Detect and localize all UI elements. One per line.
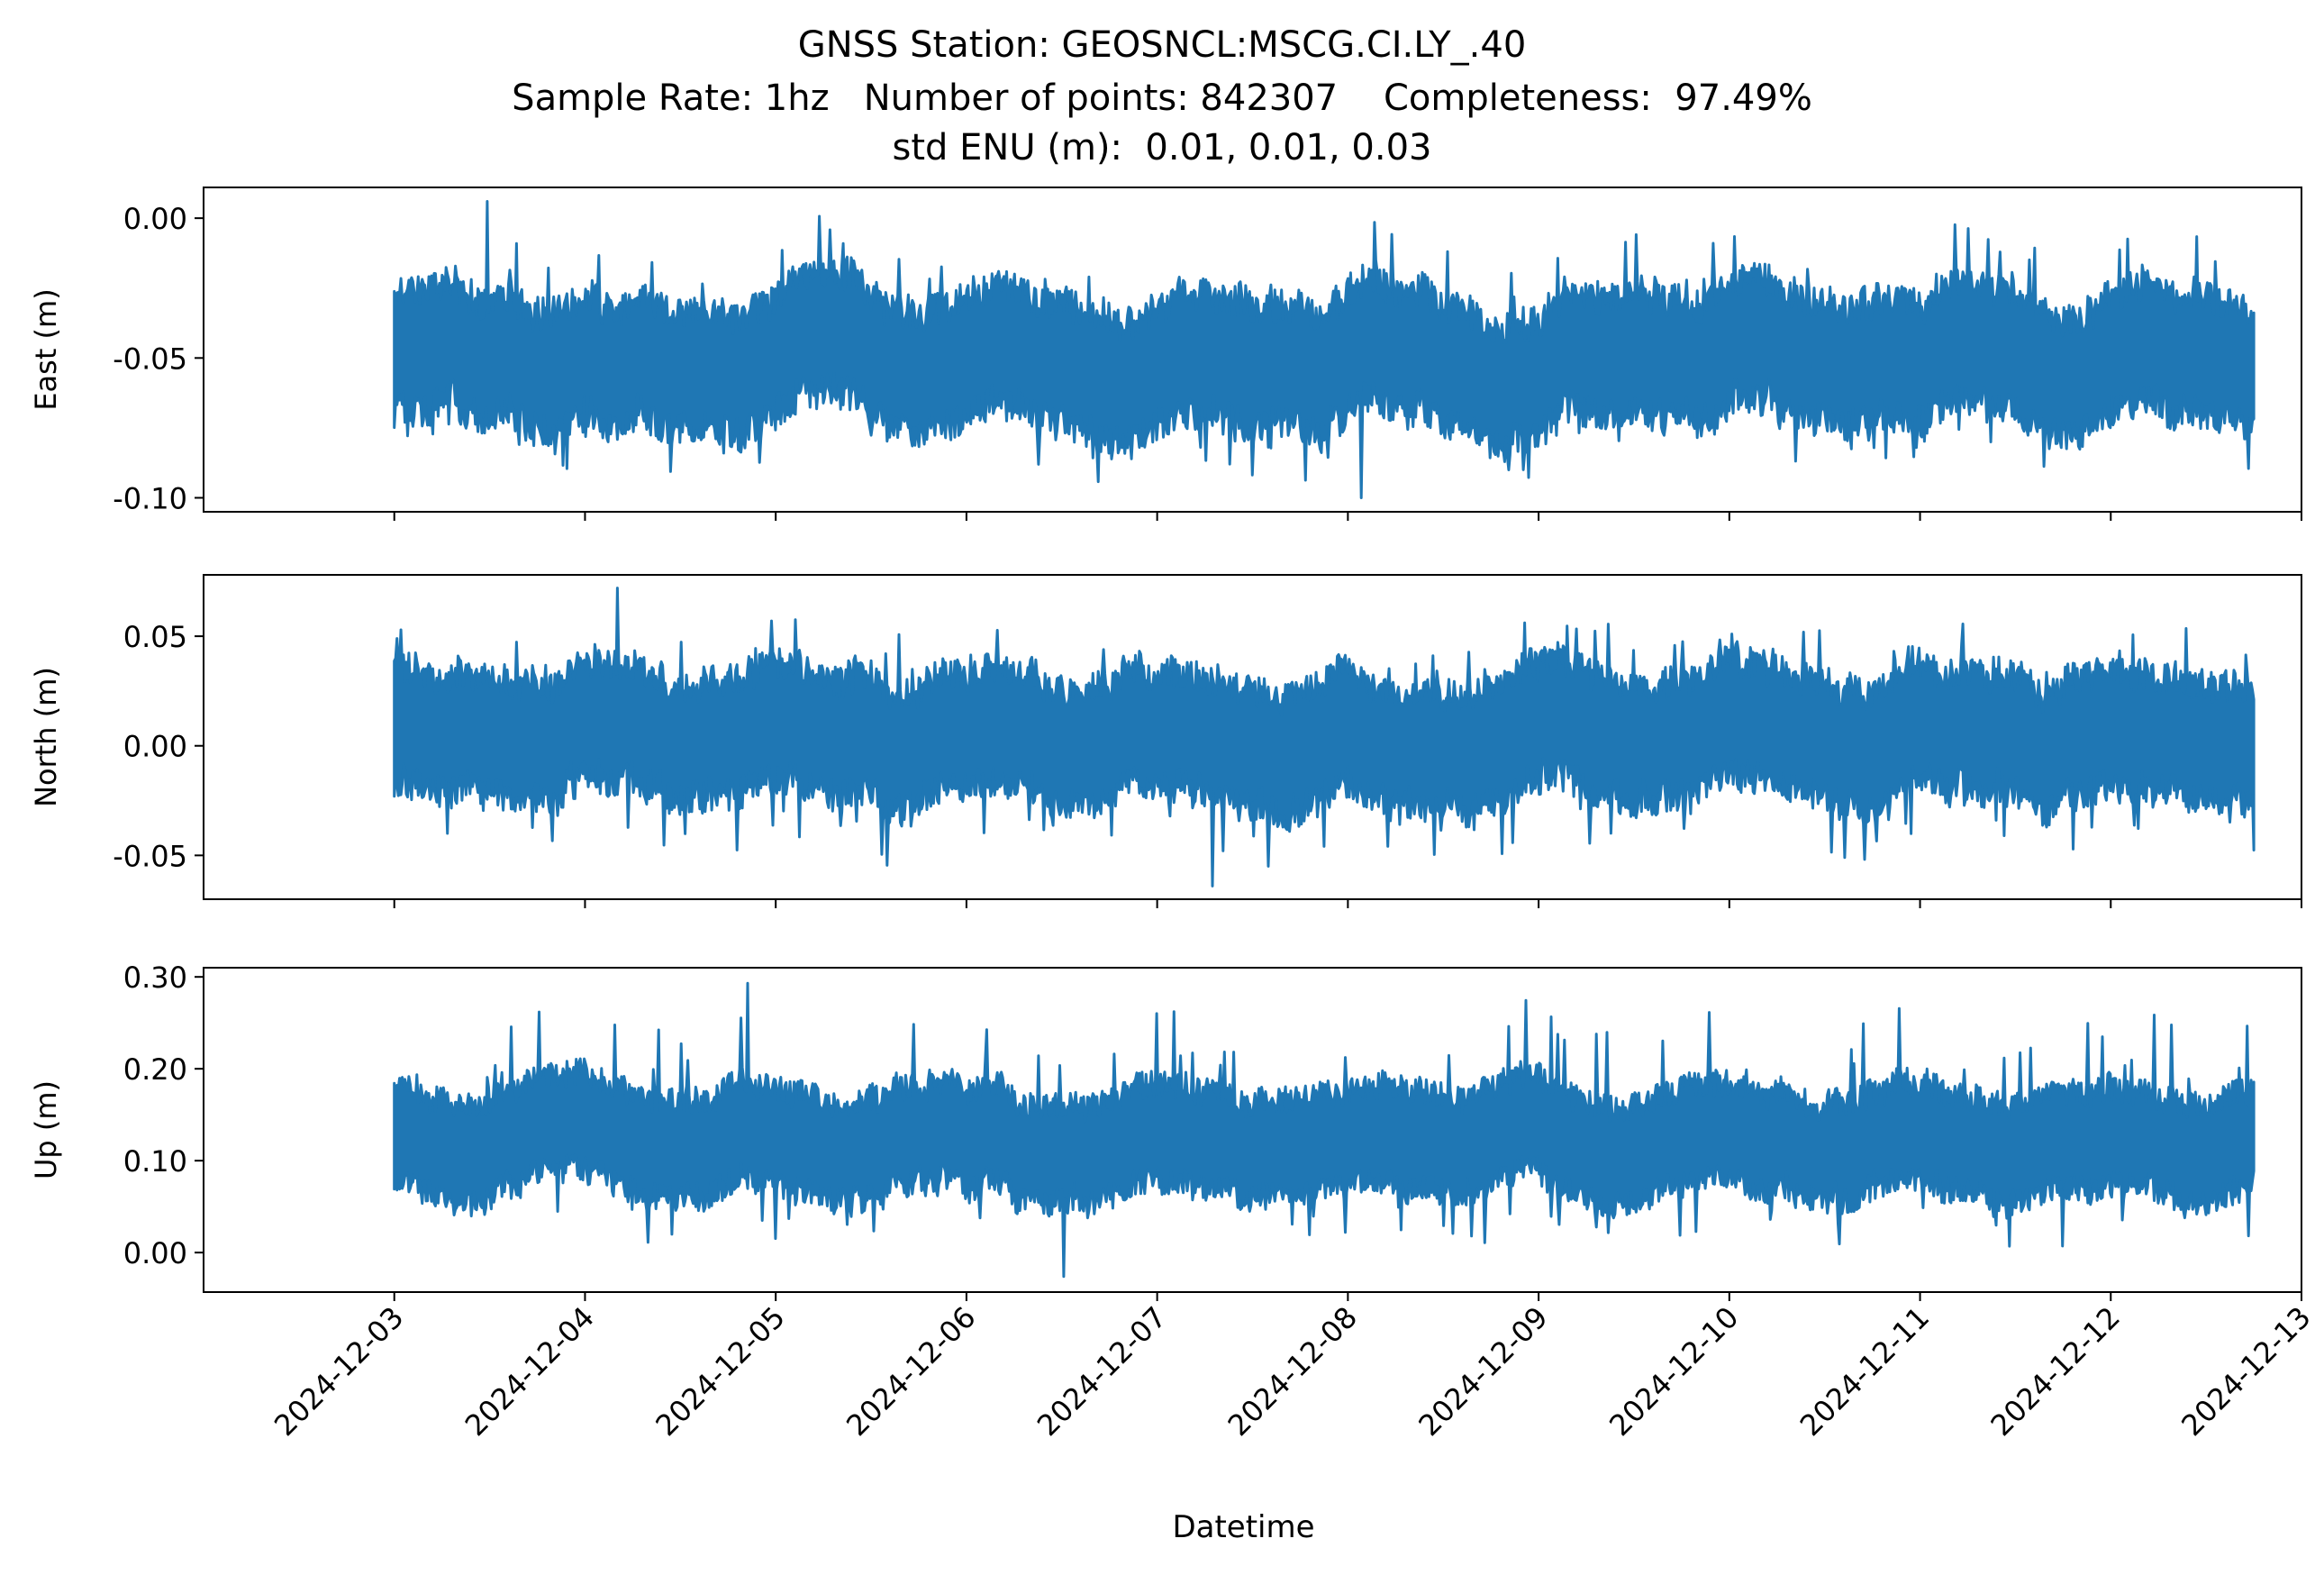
panel-frame-3 (203, 967, 2302, 1293)
chart-title-std: std ENU (m): 0.01, 0.01, 0.03 (892, 127, 1432, 168)
x-tick-label: 2024-12-13 (2174, 1300, 2317, 1443)
x-tick-label: 2024-12-04 (458, 1300, 601, 1443)
x-tick-label: 2024-12-07 (1030, 1300, 1173, 1443)
x-tick-label: 2024-12-10 (1602, 1300, 1745, 1443)
y-tick-label: -0.05 (113, 839, 187, 873)
series-line-3 (393, 981, 2256, 1279)
y-tick-label: 0.30 (123, 960, 187, 995)
x-tick-label: 2024-12-03 (268, 1300, 410, 1443)
y-axis-label: North (m) (29, 667, 63, 807)
x-axis-label: Datetime (1172, 1509, 1314, 1545)
y-tick-label: 0.00 (123, 1236, 187, 1270)
series-line-2 (393, 587, 2256, 888)
series-line-1 (393, 200, 2256, 499)
panel-frame-2 (203, 574, 2302, 900)
chart-title-stats: Sample Rate: 1hz Number of points: 84230… (512, 77, 1812, 119)
x-tick-label: 2024-12-08 (1221, 1300, 1364, 1443)
y-tick-label: 0.00 (123, 730, 187, 764)
y-axis-label: Up (m) (29, 1080, 63, 1179)
x-tick-label: 2024-12-05 (649, 1300, 791, 1443)
x-tick-label: 2024-12-09 (1412, 1300, 1554, 1443)
panel-frame-1 (203, 187, 2302, 513)
y-tick-label: 0.05 (123, 620, 187, 654)
y-tick-label: -0.05 (113, 341, 187, 376)
chart-title-station: GNSS Station: GEOSNCL:MSCG.CI.LY_.40 (797, 24, 1527, 66)
y-tick-label: 0.20 (123, 1052, 187, 1087)
y-tick-label: 0.00 (123, 202, 187, 236)
x-tick-label: 2024-12-11 (1793, 1300, 1936, 1443)
y-tick-label: -0.10 (113, 481, 187, 515)
y-axis-label: East (m) (29, 288, 63, 410)
x-tick-label: 2024-12-06 (840, 1300, 982, 1443)
x-tick-label: 2024-12-12 (1984, 1300, 2127, 1443)
y-tick-label: 0.10 (123, 1144, 187, 1179)
